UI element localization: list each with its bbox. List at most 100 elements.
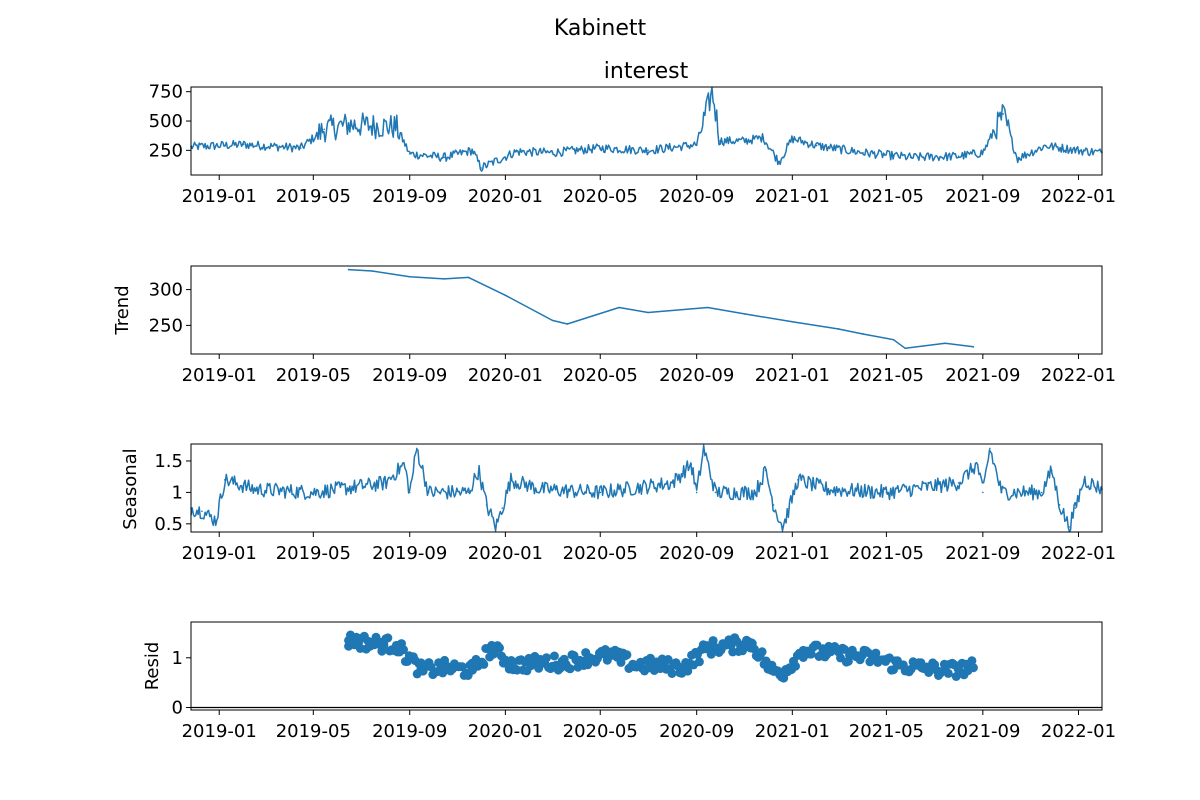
resid-data-point: [823, 648, 833, 658]
resid-ytick-label: 0: [172, 698, 183, 719]
trend-ylabel: Trend: [112, 285, 133, 335]
seasonal-xtick-label: 2021-05: [849, 543, 924, 564]
seasonal-xtick-label: 2019-01: [182, 543, 257, 564]
observed-xtick-label: 2022-01: [1041, 186, 1116, 207]
resid-data-point: [917, 663, 927, 673]
observed-data-point: [1077, 149, 1080, 152]
resid-scatter-point: [549, 651, 559, 661]
resid-data-point: [747, 638, 757, 648]
observed-xtick-label: 2021-05: [849, 186, 924, 207]
trend-data-point: [892, 338, 895, 341]
observed-data-point: [791, 137, 794, 140]
resid-ytick-label: 1: [172, 648, 183, 669]
observed-data-point: [480, 167, 482, 169]
resid-scatter-point: [457, 662, 467, 672]
resid-scatter-point: [757, 647, 767, 657]
seasonal-data-point: [797, 479, 799, 481]
trend-data-point: [467, 276, 470, 279]
seasonal-data-point: [754, 491, 757, 494]
seasonal-data-point: [467, 491, 470, 494]
resid-data-point: [892, 660, 902, 670]
observed-data-point: [1016, 157, 1019, 160]
seasonal-data-point: [415, 447, 418, 450]
resid-data-point: [766, 665, 776, 675]
seasonal-data-point: [989, 447, 991, 450]
observed-xtick-label: 2020-05: [563, 186, 638, 207]
observed-data-point: [599, 147, 602, 149]
resid-xtick-label: 2021-01: [755, 721, 830, 742]
trend-ytick-label: 250: [149, 315, 183, 336]
seasonal-data-point: [1068, 526, 1070, 528]
seasonal-data-point: [690, 463, 692, 465]
resid-data-point: [654, 660, 664, 670]
seasonal-series-line: [190, 444, 1102, 533]
resid-data-point: [439, 663, 449, 673]
observed-data-point: [395, 126, 398, 128]
observed-xtick-label: 2019-01: [182, 186, 257, 207]
trend-data-point: [551, 319, 554, 322]
seasonal-data-point: [408, 491, 411, 494]
seasonal-data-point: [223, 479, 226, 481]
seasonal-data-point: [782, 526, 784, 528]
seasonal-data-point: [671, 482, 674, 484]
trend-data-point: [706, 306, 709, 309]
observed-xtick-label: 2019-05: [276, 186, 351, 207]
resid-data-point: [606, 650, 616, 660]
resid-scatter-point: [694, 657, 704, 667]
observed-data-point: [719, 140, 721, 142]
resid-data-point: [845, 650, 855, 660]
resid-xtick-label: 2019-01: [182, 721, 257, 742]
resid-data-point: [487, 643, 497, 653]
seasonal-data-point: [702, 447, 705, 450]
resid-scatter-point: [495, 643, 504, 653]
seasonal-data-point: [1058, 504, 1061, 506]
seasonal-data-point: [599, 491, 602, 494]
resid-xtick-label: 2020-05: [563, 721, 638, 742]
observed-axes-frame: [190, 86, 1103, 176]
observed-ytick-label: 750: [149, 82, 183, 103]
observed-data-point: [323, 128, 326, 131]
trend-data-point: [443, 278, 446, 280]
resid-scatter-point: [479, 659, 489, 669]
resid-data-point: [536, 658, 546, 668]
observed-data-point: [815, 144, 818, 147]
resid-data-point: [507, 660, 517, 670]
trend-axes-frame: [190, 265, 1103, 355]
resid-data-point: [344, 635, 354, 645]
resid-data-point: [391, 640, 401, 650]
seasonal-ylabel: Seasonal: [120, 448, 141, 529]
trend-panel: Trend 250 300 2019-01 2019-05 2019-09 2020-01…: [112, 265, 1116, 386]
resid-scatter-point: [738, 646, 747, 656]
trend-xtick-label: 2019-01: [182, 365, 257, 386]
seasonal-xtick-label: 2020-05: [563, 543, 638, 564]
observed-data-point: [982, 151, 984, 154]
observed-data-point: [862, 151, 864, 154]
seasonal-data-point: [253, 488, 256, 491]
trend-ytick-label: 300: [149, 280, 183, 301]
observed-data-point: [242, 143, 245, 146]
resid-scatter-point: [791, 661, 800, 671]
resid-scatter-point: [622, 650, 632, 660]
trend-data-point: [743, 313, 746, 315]
seasonal-data-point: [485, 504, 488, 506]
seasonal-data-point: [384, 482, 387, 484]
seasonal-data-point: [427, 491, 430, 494]
resid-data-point: [367, 638, 377, 648]
seasonal-data-point: [539, 488, 542, 491]
resid-xtick-label: 2021-05: [849, 721, 924, 742]
observed-data-point: [408, 153, 411, 155]
trend-data-point: [408, 275, 411, 278]
trend-data-point: [791, 321, 794, 323]
seasonal-axes-frame: [190, 443, 1103, 533]
observed-ytick-label: 250: [149, 140, 183, 161]
observed-data-point: [957, 155, 960, 158]
observed-data-point: [743, 140, 746, 142]
resid-scatter-point: [840, 644, 849, 654]
seasonal-data-point: [312, 491, 315, 494]
resid-scatter-point: [967, 656, 977, 666]
resid-xtick-label: 2020-09: [659, 721, 734, 742]
resid-xtick-label: 2021-09: [945, 721, 1020, 742]
observed-panel-title: interest: [604, 59, 689, 84]
seasonal-ytick-label: 1.5: [154, 451, 183, 472]
seasonal-data-point: [976, 463, 979, 465]
